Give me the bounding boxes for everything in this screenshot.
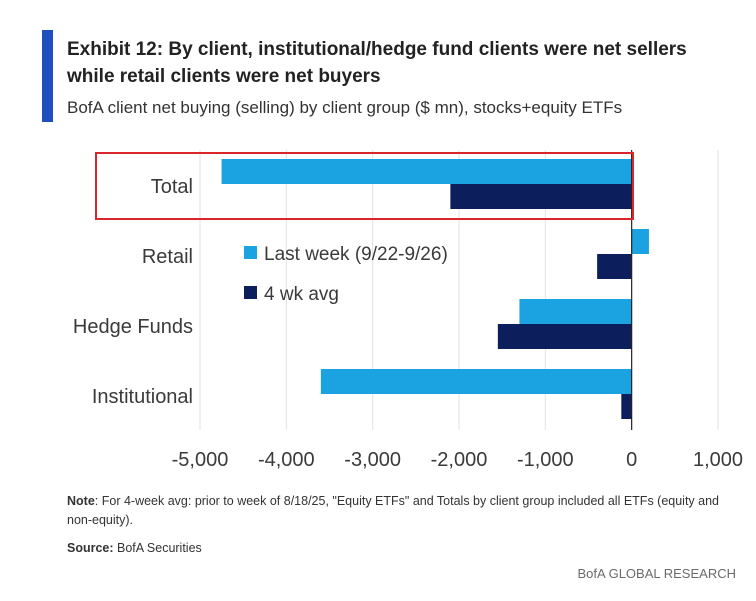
bar bbox=[221, 159, 632, 184]
category-label: Hedge Funds bbox=[73, 316, 193, 338]
bar bbox=[320, 369, 632, 394]
chart-source: Source: BofA Securities bbox=[67, 541, 202, 555]
x-tick-label: -5,000 bbox=[172, 449, 229, 471]
chart-title: Exhibit 12: By client, institutional/hed… bbox=[67, 36, 747, 90]
bar bbox=[450, 184, 632, 209]
legend-label: Last week (9/22-9/26) bbox=[264, 244, 448, 265]
bar bbox=[519, 299, 632, 324]
legend-swatch bbox=[244, 246, 257, 259]
category-label: Institutional bbox=[92, 386, 193, 408]
chart-note: Note: For 4-week avg: prior to week of 8… bbox=[67, 492, 737, 530]
title-line-2: while retail clients were net buyers bbox=[67, 66, 381, 87]
bar bbox=[621, 394, 632, 419]
x-tick-label: -3,000 bbox=[344, 449, 401, 471]
legend-swatch bbox=[244, 286, 257, 299]
bar bbox=[631, 229, 649, 254]
note-label: Note bbox=[67, 494, 95, 508]
note-text: : For 4-week avg: prior to week of 8/18/… bbox=[67, 494, 720, 527]
title-accent-bar bbox=[42, 30, 53, 122]
category-label: Total bbox=[151, 176, 193, 198]
x-tick-label: -1,000 bbox=[517, 449, 574, 471]
highlight-box bbox=[95, 152, 634, 220]
x-tick-label: -4,000 bbox=[258, 449, 315, 471]
x-tick-label: 0 bbox=[626, 449, 637, 471]
bar-chart: Total Retail Hedge Funds Institutional -5,00… bbox=[73, 150, 743, 471]
source-text: BofA Securities bbox=[113, 541, 202, 555]
x-tick-label: -2,000 bbox=[431, 449, 488, 471]
x-tick-label: 1,000 bbox=[693, 449, 743, 471]
footer-brand: BofA GLOBAL RESEARCH bbox=[577, 566, 736, 581]
title-line-1: Exhibit 12: By client, institutional/hed… bbox=[67, 39, 687, 60]
chart-subtitle: BofA client net buying (selling) by clie… bbox=[67, 98, 623, 117]
bar bbox=[597, 254, 632, 279]
source-label: Source: bbox=[67, 541, 114, 555]
bar bbox=[497, 324, 632, 349]
category-label: Retail bbox=[142, 246, 193, 268]
legend-label: 4 wk avg bbox=[264, 284, 339, 305]
